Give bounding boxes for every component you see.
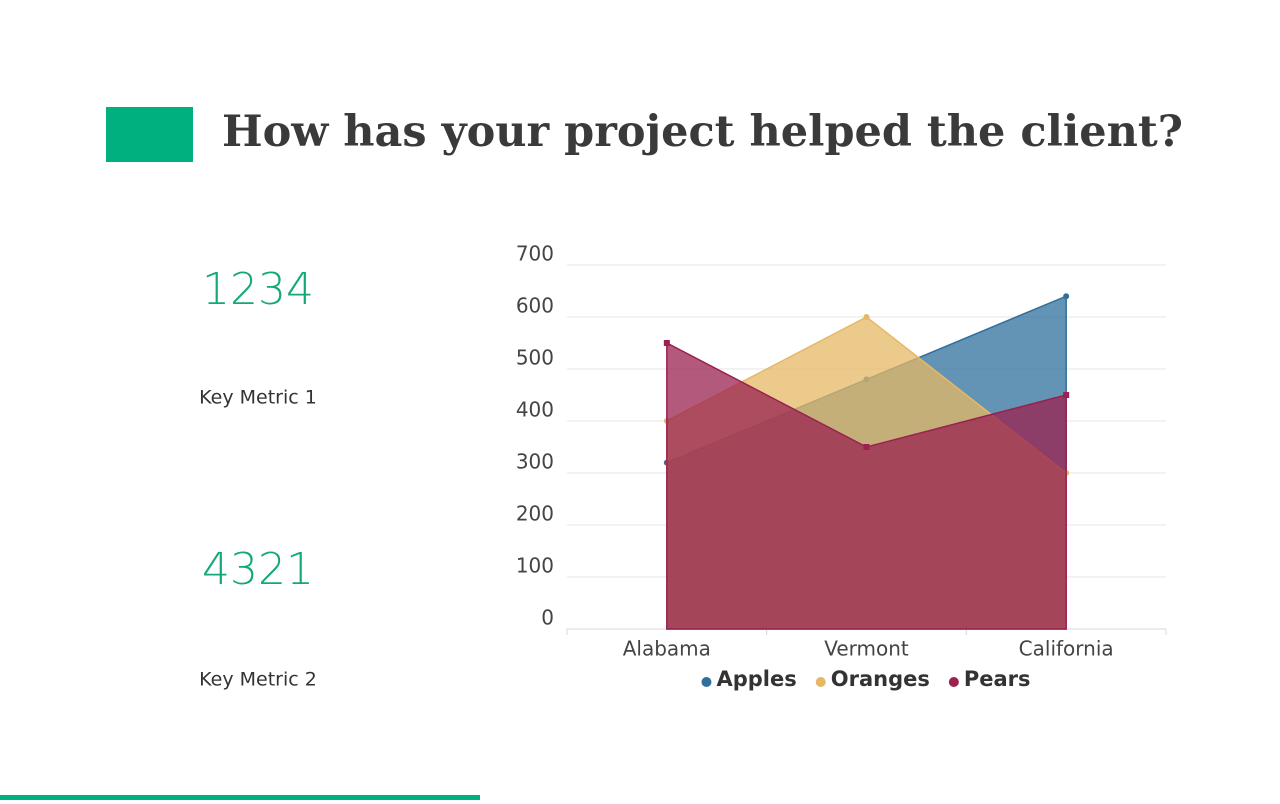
point-marker	[863, 314, 870, 320]
legend: Apples Oranges Pears	[701, 667, 1031, 691]
y-tick-label: 600	[516, 294, 554, 318]
point-marker	[1063, 392, 1070, 398]
y-tick-label: 200	[516, 502, 554, 526]
area	[666, 341, 1067, 630]
point-marker	[663, 340, 670, 346]
x-tick-label: Vermont	[824, 637, 909, 661]
x-tick-label: Alabama	[623, 637, 711, 661]
chart: 0 100 200 300 400 500 600 700 Alabama Vermont Cali…	[516, 242, 1167, 691]
metric-label: Key Metric 2	[199, 669, 317, 691]
metric-value: 1234	[202, 264, 314, 315]
legend-marker	[948, 677, 959, 687]
slide-title: How has your project helped the client?	[222, 107, 1183, 157]
legend-marker	[815, 677, 826, 687]
y-tick-label: 700	[516, 242, 554, 266]
point-marker	[1063, 293, 1070, 300]
x-tick-label: California	[1019, 637, 1114, 661]
legend-label: Apples	[716, 667, 796, 691]
metric-label: Key Metric 1	[199, 387, 317, 409]
title-accent	[106, 107, 193, 162]
legend-label: Pears	[964, 667, 1031, 691]
bottom-accent	[0, 795, 480, 800]
legend-marker	[701, 677, 712, 687]
legend-label: Oranges	[831, 667, 930, 691]
metric-value: 4321	[202, 544, 314, 595]
y-tick-label: 300	[516, 450, 554, 474]
y-tick-label: 0	[541, 606, 554, 630]
y-tick-label: 400	[516, 398, 554, 422]
point-marker	[863, 444, 870, 450]
y-tick-label: 100	[516, 554, 554, 578]
y-tick-label: 500	[516, 346, 554, 370]
